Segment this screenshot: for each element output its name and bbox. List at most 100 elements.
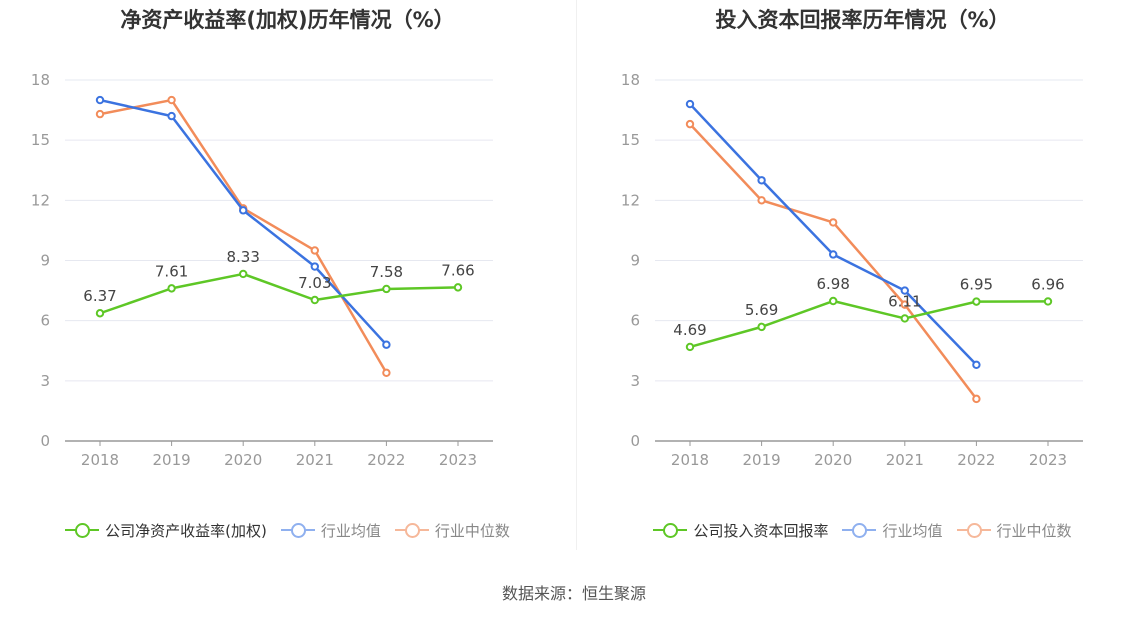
y-tick-label: 9 (630, 252, 640, 270)
industry-mean-series-point (382, 340, 391, 349)
company-series-point (1043, 297, 1053, 306)
legend-item-industry-median[interactable]: 行业中位数 (956, 520, 1072, 541)
legend-label: 行业中位数 (434, 521, 510, 540)
roic-chart-panel: 投入资本回报率历年情况（%） 0 3 6 9 12 15 18 2018 2019 2020 202… (577, 0, 1148, 560)
industry-mean-series-point (900, 286, 909, 295)
legend-line-circle-icon (842, 522, 877, 538)
industry-mean-series-point (829, 250, 838, 259)
legend-label: 公司投入资本回报率 (693, 521, 829, 540)
industry-median-series-point (685, 119, 695, 129)
x-tick-label: 2020 (814, 451, 852, 469)
industry-mean-series-point (972, 360, 981, 369)
company-series-point (972, 297, 981, 306)
industry-mean-series-line (99, 98, 388, 346)
industry-median-series-point (310, 246, 319, 255)
industry-median-series-point (382, 368, 391, 378)
legend-item-company[interactable]: 公司投入资本回报率 (653, 520, 828, 541)
company-series-line (689, 299, 1049, 349)
x-tick-label: 2019 (743, 451, 781, 469)
roe-chart-panel: 净资产收益率(加权)历年情况（%） 0 3 6 9 12 15 18 2018 2019 2020… (0, 0, 575, 560)
y-tick-label: 12 (621, 191, 640, 209)
y-tick-label: 0 (40, 432, 50, 450)
data-label: 8.33 (226, 248, 259, 266)
x-tick-label: 2018 (81, 451, 119, 469)
data-label: 6.95 (960, 276, 993, 294)
legend-label: 行业均值 (320, 521, 381, 540)
industry-mean-series-point (95, 95, 105, 105)
industry-median-series-point (972, 394, 981, 404)
data-label: 4.69 (673, 321, 706, 339)
y-tick-label: 3 (40, 372, 50, 390)
legend-line-circle-icon (280, 522, 315, 538)
x-tick-label: 2021 (886, 451, 924, 469)
y-tick-label: 15 (31, 131, 50, 149)
roic-line-chart: 0 3 6 9 12 15 18 2018 2019 2020 2021 2022 2023 4.69 5.… (621, 71, 1083, 469)
industry-median-series-point (167, 95, 176, 105)
x-tick-label: 2020 (224, 451, 262, 469)
company-series-point (167, 284, 176, 293)
x-tick-label: 2023 (1029, 451, 1067, 469)
industry-median-series-point (757, 196, 766, 205)
y-tick-label: 6 (40, 312, 50, 330)
legend-label: 行业均值 (882, 521, 943, 540)
industry-mean-series-point (310, 262, 319, 271)
industry-median-series-point (900, 300, 909, 309)
chart-legend: 公司净资产收益率(加权) 行业均值 行业中位数 (0, 519, 575, 541)
data-label: 5.69 (745, 301, 778, 319)
legend-label: 行业中位数 (996, 521, 1072, 540)
chart-title: 投入资本回报率历年情况（%） (715, 8, 1010, 32)
industry-mean-series-line (689, 103, 978, 366)
chart-title: 净资产收益率(加权)历年情况（%） (120, 8, 455, 32)
y-tick-label: 18 (31, 71, 50, 89)
company-series-point (239, 269, 248, 279)
company-series-point (382, 284, 391, 294)
data-label: 7.61 (155, 262, 188, 280)
industry-mean-series-point (239, 206, 248, 215)
company-series-point (900, 314, 909, 323)
company-series-line (99, 272, 459, 315)
x-tick-label: 2023 (439, 451, 477, 469)
industry-median-series-point (95, 109, 105, 119)
data-label: 6.96 (1031, 275, 1064, 293)
data-label: 7.03 (298, 274, 331, 292)
y-tick-label: 18 (621, 71, 640, 89)
industry-mean-series-point (685, 99, 695, 109)
legend-line-circle-icon (956, 522, 991, 538)
x-tick-label: 2019 (153, 451, 191, 469)
data-source-note: 数据来源：恒生聚源 (501, 584, 646, 603)
x-tick-label: 2018 (671, 451, 709, 469)
panel-divider (576, 0, 577, 550)
y-tick-label: 0 (630, 432, 640, 450)
y-tick-label: 3 (630, 372, 640, 390)
company-series-point (453, 283, 463, 292)
legend-line-circle-icon (394, 522, 429, 538)
x-tick-label: 2021 (296, 451, 334, 469)
legend-label: 公司净资产收益率(加权) (105, 521, 267, 540)
roe-line-chart: 0 3 6 9 12 15 18 2018 2019 2020 2021 2022 2023 6.37 7.… (31, 71, 493, 469)
industry-median-series-line (99, 98, 388, 374)
data-label: 6.11 (888, 292, 921, 310)
legend-item-industry-mean[interactable]: 行业均值 (842, 520, 943, 541)
y-tick-label: 6 (630, 312, 640, 330)
company-series-point (310, 295, 319, 305)
industry-mean-series-point (757, 176, 766, 185)
industry-mean-series-point (167, 111, 176, 121)
legend-item-industry-mean[interactable]: 行业均值 (280, 520, 381, 541)
legend-item-industry-median[interactable]: 行业中位数 (394, 520, 510, 541)
y-tick-label: 9 (40, 252, 50, 270)
y-tick-label: 15 (621, 131, 640, 149)
industry-median-series-line (689, 123, 978, 400)
data-label: 6.98 (816, 275, 849, 293)
company-series-point (685, 342, 695, 352)
y-tick-label: 12 (31, 191, 50, 209)
legend-line-circle-icon (65, 522, 100, 538)
x-tick-label: 2022 (957, 451, 995, 469)
legend-item-company[interactable]: 公司净资产收益率(加权) (65, 520, 267, 541)
data-label: 6.37 (83, 287, 116, 305)
chart-legend: 公司投入资本回报率 行业均值 行业中位数 (577, 519, 1148, 541)
x-tick-label: 2022 (367, 451, 405, 469)
company-series-point (95, 309, 105, 318)
industry-median-series-point (829, 218, 838, 227)
company-series-point (757, 322, 766, 332)
data-label: 7.58 (370, 263, 403, 281)
